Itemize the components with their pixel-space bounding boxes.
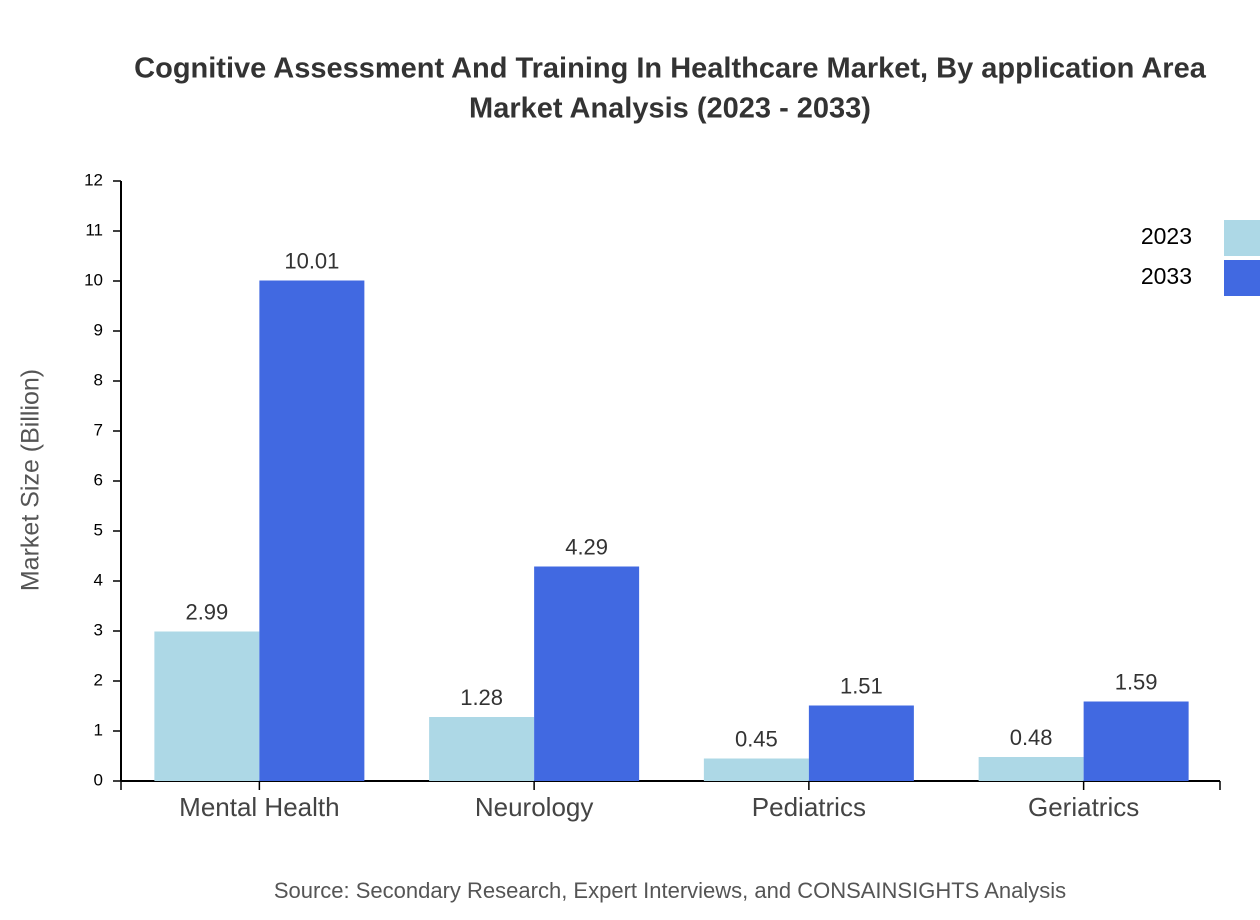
y-tick-label: 10: [84, 270, 103, 289]
value-label: 0.45: [735, 726, 778, 751]
y-axis-label: Market Size (Billion): [17, 369, 45, 591]
source-note: Source: Secondary Research, Expert Inter…: [274, 878, 1066, 903]
x-tick-label: Neurology: [475, 792, 594, 822]
x-tick-label: Mental Health: [179, 792, 339, 822]
y-tick-label: 11: [85, 220, 103, 239]
x-tick-label: Geriatrics: [1028, 792, 1139, 822]
bar: [808, 705, 914, 781]
legend-swatch: [1224, 220, 1260, 256]
value-label: 1.51: [840, 673, 883, 698]
y-tick-label: 12: [84, 170, 103, 189]
y-tick-label: 7: [94, 420, 103, 439]
y-tick-label: 4: [94, 570, 103, 589]
legend-swatch: [1224, 260, 1260, 296]
value-label: 2.99: [185, 599, 228, 624]
value-label: 10.01: [284, 248, 339, 273]
bar: [534, 566, 640, 781]
x-tick-label: Pediatrics: [752, 792, 866, 822]
legend-label: 2023: [1141, 223, 1192, 249]
bar: [259, 280, 365, 781]
y-tick-label: 3: [94, 620, 103, 639]
value-label: 1.59: [1115, 669, 1158, 694]
y-tick-label: 0: [94, 770, 103, 789]
y-tick-label: 9: [94, 320, 103, 339]
legend-label: 2033: [1141, 263, 1192, 289]
bar: [154, 631, 260, 781]
bar: [1083, 701, 1189, 781]
chart-title: Market Analysis (2023 - 2033): [469, 93, 871, 125]
value-label: 1.28: [460, 685, 503, 710]
y-tick-label: 6: [94, 470, 103, 489]
bar: [429, 717, 535, 781]
y-tick-label: 2: [94, 670, 103, 689]
bar: [703, 758, 809, 781]
value-label: 0.48: [1010, 725, 1053, 750]
y-tick-label: 1: [94, 720, 103, 739]
y-tick-label: 8: [94, 370, 103, 389]
value-label: 4.29: [565, 534, 608, 559]
chart-title: Cognitive Assessment And Training In Hea…: [134, 53, 1207, 85]
bar: [978, 757, 1084, 781]
y-tick-label: 5: [94, 520, 103, 539]
